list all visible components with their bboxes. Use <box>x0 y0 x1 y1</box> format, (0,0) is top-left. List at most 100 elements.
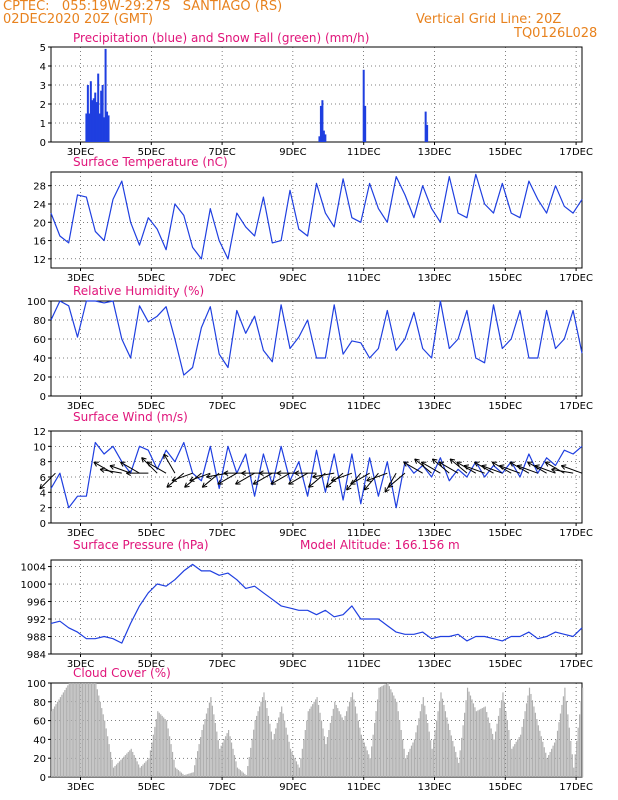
wind-xtick-label: 5DEC <box>138 528 165 539</box>
cloud-bar <box>472 703 475 777</box>
cloud-bar <box>93 683 95 777</box>
wind-arrow-shaft <box>189 472 211 482</box>
cloud-xtick-label: 5DEC <box>138 782 165 793</box>
cloud-bar <box>210 697 212 777</box>
wind-xtick-label: 7DEC <box>208 528 235 539</box>
cloud-bar <box>329 722 331 777</box>
wind-arrow-shaft <box>288 472 308 485</box>
cloud-bar <box>562 696 565 777</box>
cloud-bar <box>353 699 355 777</box>
pressure-xtick-label: 15DEC <box>488 659 522 670</box>
cloud-bar <box>216 731 218 777</box>
cloud-bar <box>328 730 330 777</box>
cloud-bar <box>294 758 296 777</box>
cloud-bar <box>468 691 470 777</box>
precip-bar <box>104 48 107 142</box>
wind-arrow <box>463 464 485 474</box>
precip-bar <box>91 100 94 142</box>
cloud-bar <box>403 748 405 777</box>
precip-bar <box>100 90 103 142</box>
cloud-bar <box>257 711 259 777</box>
cloud-bar <box>376 699 379 777</box>
wind-xtick-label: 11DEC <box>347 528 381 539</box>
humidity-xtick-label: 13DEC <box>418 401 452 412</box>
cloud-bar <box>523 719 525 777</box>
wind-arrow-head <box>491 461 496 467</box>
temperature-xtick-label: 15DEC <box>488 273 522 284</box>
wind-arrow-head <box>171 480 177 482</box>
cloud-bar <box>140 766 143 777</box>
wind-arrow <box>217 472 238 485</box>
cloud-bar <box>264 700 267 777</box>
cloud-bar <box>368 754 370 777</box>
cloud-bar <box>509 739 511 777</box>
cloud-bar <box>514 744 516 777</box>
cloud-bar <box>241 771 243 777</box>
wind-arrow-head <box>241 470 247 474</box>
cloud-bar <box>238 768 240 777</box>
cloud-bar <box>338 711 340 777</box>
cloud-bar <box>61 694 63 777</box>
cloud-bar <box>378 687 380 777</box>
cloud-bar <box>229 736 231 777</box>
cloud-bar <box>552 745 554 777</box>
wind-arrow-shaft <box>438 461 459 474</box>
wind-arrow-head <box>109 464 115 467</box>
cloud-bar <box>565 701 567 777</box>
cloud-bar <box>152 734 154 777</box>
cloud-bar <box>397 711 399 777</box>
cloud-bar <box>508 730 510 777</box>
cloud-bar <box>525 703 528 777</box>
cloud-bar <box>528 687 531 777</box>
cloud-bar <box>230 742 233 777</box>
cloud-xtick-label: 17DEC <box>559 782 593 793</box>
wind-arrow <box>330 472 353 482</box>
cloud-bar <box>292 755 295 777</box>
wind-arrow <box>431 458 450 474</box>
humidity-xtick-label: 17DEC <box>559 401 593 412</box>
temperature-xtick-label: 7DEC <box>208 273 235 284</box>
cloud-bar <box>223 739 225 777</box>
cloud-bar <box>183 775 185 777</box>
cloud-bar <box>179 771 181 777</box>
wind-arrow-shaft <box>171 472 193 482</box>
cloud-bar <box>92 683 94 777</box>
cloud-bar <box>447 723 449 777</box>
wind-arrow-head <box>223 472 229 477</box>
cloud-bar <box>571 754 573 777</box>
cloud-bar <box>214 722 216 777</box>
humidity-line <box>50 300 583 376</box>
precip-bar <box>362 69 365 142</box>
cloud-bar <box>205 713 208 777</box>
wind-arrow <box>171 472 193 482</box>
precip-title: Precipitation (blue) and Snow Fall (gree… <box>73 31 369 45</box>
cloud-bar <box>393 695 395 777</box>
cloud-bar <box>346 711 348 777</box>
vertical-grid-note: Vertical Grid Line: 20Z <box>416 12 562 27</box>
cloud-bar <box>143 762 146 777</box>
wind-arrow-head <box>509 461 513 467</box>
humidity-panel: 0 20 40 60 80 100 3DEC 5DEC 7DEC 9DEC 11DEC 13DEC 15… <box>27 284 593 412</box>
cloud-bar <box>170 744 172 777</box>
wind-arrow-shaft <box>325 472 344 488</box>
cloud-bar <box>515 741 517 777</box>
cloud-bar <box>444 711 447 777</box>
cloud-bar <box>261 697 264 777</box>
wind-xtick-label: 3DEC <box>67 528 94 539</box>
cloud-bar <box>192 772 194 777</box>
cloud-bar <box>158 712 160 777</box>
cloud-bar <box>350 697 352 777</box>
wind-arrow-head <box>516 465 521 470</box>
cloud-bar <box>405 758 407 777</box>
cloud-bar <box>524 711 526 777</box>
cloud-bar <box>233 755 236 777</box>
wind-arrow-shaft <box>346 472 362 491</box>
cloud-bar <box>285 727 287 777</box>
precip-bar <box>364 105 367 142</box>
cloud-bar <box>382 685 385 777</box>
wind-arrow-head <box>120 461 124 467</box>
cloud-bar <box>564 687 566 777</box>
cloud-bar <box>365 746 367 777</box>
cloud-bar <box>483 707 485 777</box>
cloud-bar <box>542 741 544 777</box>
